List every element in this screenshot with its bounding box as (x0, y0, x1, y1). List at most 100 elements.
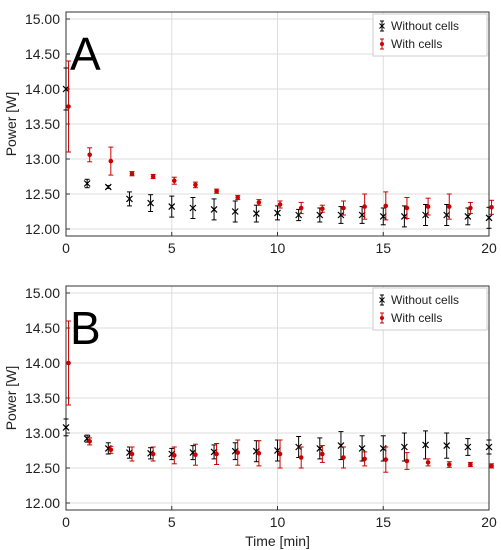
y-axis-label: Power [W] (3, 92, 19, 157)
y-tick-label: 12.00 (25, 221, 60, 237)
x-marker-stroke (62, 423, 70, 431)
x-tick-label: 0 (62, 240, 70, 256)
y-tick-label: 14.00 (25, 355, 60, 371)
x-marker-stroke (485, 214, 493, 222)
x-marker-stroke (337, 211, 345, 219)
data-point (189, 204, 197, 212)
data-point (235, 195, 241, 200)
legend-label: Without cells (391, 293, 459, 307)
x-marker-stroke (485, 443, 493, 451)
data-point (168, 203, 176, 211)
y-tick-label: 14.00 (25, 81, 60, 97)
legend-marker (380, 316, 384, 320)
data-point (383, 457, 389, 462)
data-point (362, 456, 367, 462)
x-marker-stroke (274, 209, 281, 217)
x-marker-stroke (443, 211, 451, 219)
x-marker-stroke (231, 447, 239, 455)
data-point (256, 200, 262, 205)
data-point (485, 214, 493, 222)
x-marker-stroke (443, 442, 451, 450)
data-point (129, 451, 135, 457)
data-point (83, 180, 91, 187)
data-point (66, 360, 71, 366)
x-marker-stroke (400, 443, 408, 451)
data-point (295, 443, 303, 451)
data-point (171, 453, 177, 458)
data-point (193, 452, 198, 458)
x-marker-stroke (147, 199, 155, 207)
y-tick-label: 12.50 (25, 460, 60, 476)
data-point (379, 444, 387, 452)
data-point (464, 212, 472, 220)
data-point (104, 183, 112, 191)
data-point (358, 444, 366, 452)
data-point (446, 462, 452, 467)
x-marker-stroke (189, 204, 197, 212)
panel-a: 0 5 10 15 20 12.00 12.50 13.00 13.50 14.00 14.50 15… (3, 11, 497, 256)
legend-label: With cells (391, 311, 442, 325)
x-tick-label: 15 (375, 514, 391, 530)
x-marker-stroke (295, 443, 303, 451)
data-point (320, 206, 325, 211)
data-point (425, 460, 431, 465)
data-point (126, 195, 133, 203)
data-point (256, 451, 262, 456)
x-tick-label: 20 (481, 514, 497, 530)
data-point (337, 211, 345, 219)
y-tick-label: 13.00 (25, 151, 60, 167)
x-tick-label: 5 (168, 514, 176, 530)
x-marker-stroke (168, 450, 176, 458)
data-point (464, 443, 472, 451)
x-marker-stroke (83, 435, 91, 443)
series-with-cells (66, 60, 495, 221)
data-point (298, 455, 304, 460)
data-point (358, 211, 366, 219)
data-point (129, 171, 135, 176)
x-marker-stroke (210, 448, 218, 456)
data-point (446, 204, 452, 209)
data-point (443, 211, 451, 219)
data-point (150, 174, 156, 179)
x-marker-stroke (358, 444, 366, 452)
x-tick-label: 20 (481, 240, 497, 256)
data-point (341, 455, 346, 460)
y-axis-label: Power [W] (3, 366, 19, 431)
x-tick-label: 15 (375, 240, 391, 256)
data-point (62, 85, 70, 93)
data-point (235, 450, 241, 455)
data-point (400, 443, 408, 451)
legend-box (372, 13, 488, 57)
legend-label: Without cells (391, 19, 459, 33)
x-marker-stroke (422, 441, 429, 449)
y-tick-label: 15.00 (25, 11, 60, 27)
data-point (468, 205, 473, 211)
y-tick-label: 12.50 (25, 186, 60, 202)
data-point (274, 209, 281, 217)
data-point (214, 451, 219, 457)
data-point (66, 104, 71, 109)
x-marker-stroke (379, 212, 387, 220)
data-point (362, 204, 367, 209)
data-point (489, 205, 494, 210)
legend-box (372, 287, 488, 331)
series-with-cells (66, 320, 495, 473)
data-point (468, 462, 473, 467)
data-point (150, 451, 156, 457)
x-marker-stroke (464, 212, 472, 220)
x-marker-stroke (104, 183, 112, 191)
x-marker-stroke (83, 180, 91, 187)
x-marker-stroke (210, 205, 218, 213)
data-point (422, 211, 429, 219)
data-point (295, 211, 303, 219)
x-axis-label: Time [min] (245, 533, 310, 549)
panel-b: 0 5 10 15 20 12.00 12.50 13.00 13.50 14.00 14.50 15… (3, 285, 497, 549)
data-point (379, 212, 387, 220)
x-marker-stroke (295, 211, 303, 219)
series-without-cells (62, 67, 493, 229)
data-point (298, 205, 304, 211)
x-tick-label: 10 (270, 240, 286, 256)
data-point (108, 447, 114, 453)
data-point (108, 158, 114, 164)
